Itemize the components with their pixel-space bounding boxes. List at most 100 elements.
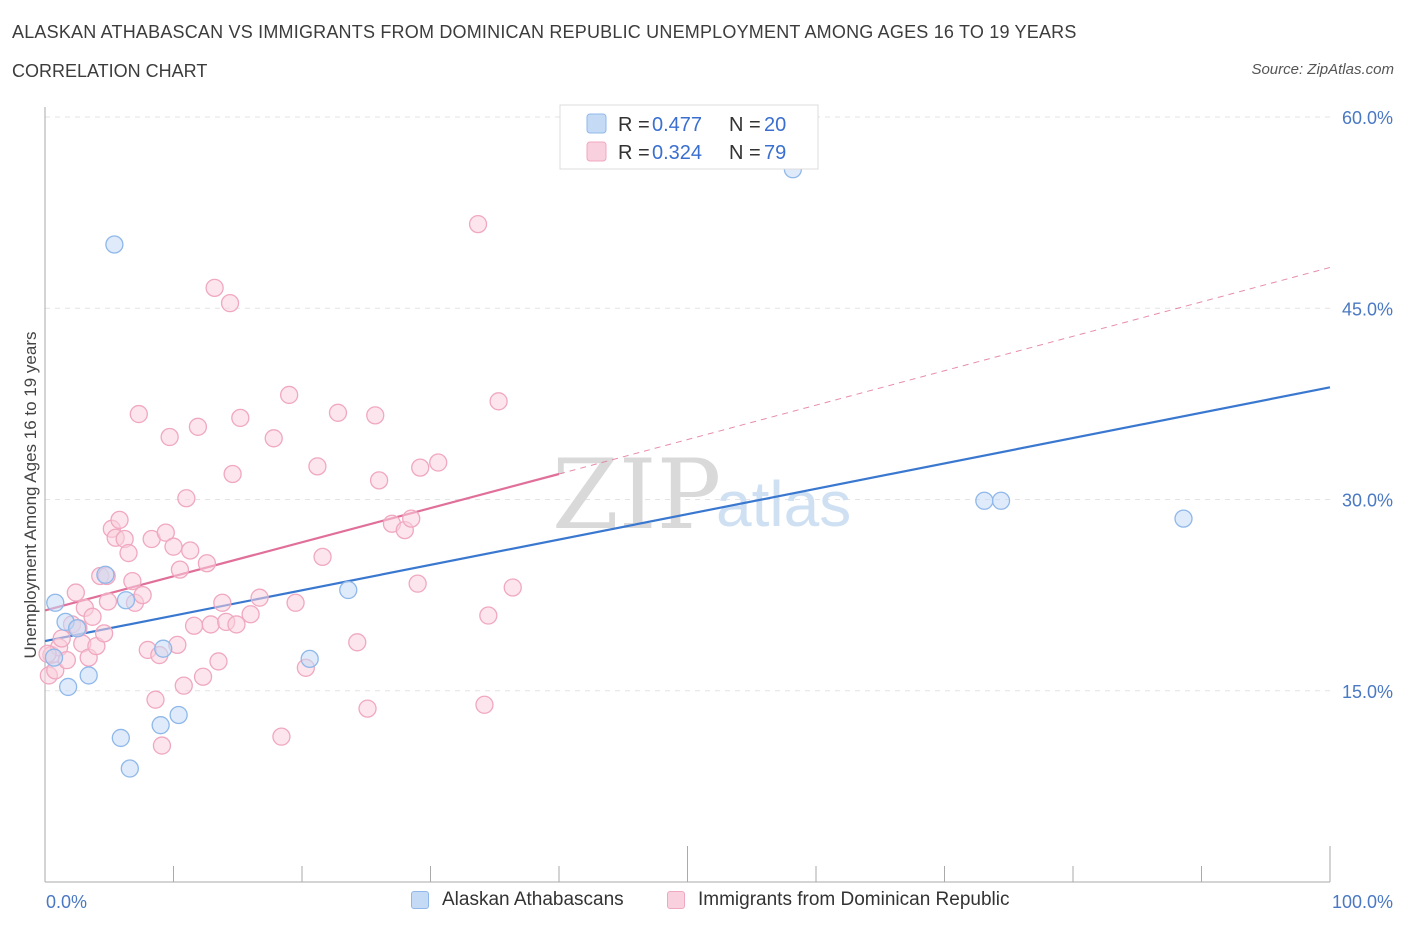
point-series1-41 bbox=[193, 667, 213, 686]
y-axis-label: Unemployment Among Ages 16 to 19 years bbox=[21, 332, 40, 659]
point-series1-72 bbox=[468, 214, 488, 234]
stats-legend: R = 0.477 N = 20 R = 0.324 N = 79 bbox=[559, 104, 819, 170]
point-series0-19 bbox=[1174, 509, 1193, 528]
legend-label-athabascan: Alaskan Athabascans bbox=[442, 889, 624, 910]
legend-swatch-athabascan-bottom bbox=[411, 891, 429, 909]
legend-r-value-2: 0.324 bbox=[652, 142, 702, 164]
point-series1-28 bbox=[146, 690, 165, 709]
point-series1-25 bbox=[133, 585, 152, 605]
point-series1-45 bbox=[209, 652, 228, 671]
point-series0-5 bbox=[67, 619, 87, 638]
point-series1-36 bbox=[174, 676, 193, 695]
point-series1-32 bbox=[160, 427, 179, 447]
legend-item-dominican: Immigrants from Dominican Republic bbox=[667, 889, 1010, 911]
x-tick-labels: 0.0% 100.0% bbox=[46, 892, 1393, 912]
point-series1-33 bbox=[164, 537, 183, 556]
point-series1-65 bbox=[369, 471, 389, 490]
point-series0-13 bbox=[120, 759, 139, 778]
point-series1-30 bbox=[152, 736, 172, 755]
point-series1-42 bbox=[197, 554, 217, 573]
point-series1-46 bbox=[213, 593, 232, 612]
watermark-zip: ZIP bbox=[552, 439, 721, 551]
point-series1-40 bbox=[188, 417, 208, 436]
point-series1-62 bbox=[348, 633, 367, 652]
x-tick-label-1: 100.0% bbox=[1332, 892, 1393, 912]
point-series1-70 bbox=[411, 458, 430, 477]
chart-subtitle: CORRELATION CHART bbox=[12, 61, 208, 81]
point-series1-35 bbox=[170, 560, 190, 579]
point-series1-22 bbox=[123, 571, 142, 591]
source-label: Source: ZipAtlas.com bbox=[1251, 61, 1394, 78]
legend-n-label-2: N = bbox=[729, 142, 761, 164]
y-tick-label-3: 60.0% bbox=[1342, 108, 1393, 128]
y-tick-label-2: 45.0% bbox=[1342, 299, 1393, 319]
point-series0-0 bbox=[46, 593, 65, 612]
point-series1-54 bbox=[264, 429, 283, 448]
point-series1-60 bbox=[313, 547, 332, 567]
point-series1-57 bbox=[286, 593, 305, 612]
point-series0-17 bbox=[975, 491, 994, 510]
point-series1-61 bbox=[328, 403, 348, 422]
point-series1-56 bbox=[279, 385, 299, 405]
point-series0-6 bbox=[44, 648, 64, 667]
point-series0-8 bbox=[58, 677, 78, 697]
point-series0-1 bbox=[105, 235, 124, 254]
legend-n-label-1: N = bbox=[729, 114, 761, 136]
point-series0-3 bbox=[116, 591, 136, 610]
point-series1-76 bbox=[503, 578, 522, 597]
point-series1-24 bbox=[129, 404, 148, 424]
data-points bbox=[38, 160, 1193, 778]
point-series0-18 bbox=[991, 491, 1011, 510]
watermark: ZIP atlas bbox=[552, 439, 851, 551]
point-series0-10 bbox=[111, 728, 130, 748]
y-tick-label-0: 15.0% bbox=[1342, 682, 1393, 702]
legend-n-value-1: 20 bbox=[764, 114, 786, 136]
point-series1-71 bbox=[429, 453, 448, 472]
legend-r-label-1: R = bbox=[618, 114, 650, 136]
point-series0-12 bbox=[169, 705, 188, 725]
point-series1-73 bbox=[475, 695, 494, 714]
point-series1-55 bbox=[272, 727, 291, 746]
point-series1-64 bbox=[366, 406, 385, 425]
point-series1-44 bbox=[205, 278, 224, 298]
y-tick-labels: 15.0% 30.0% 45.0% 60.0% bbox=[1342, 108, 1393, 702]
point-series1-38 bbox=[181, 541, 200, 560]
legend-swatch-dominican bbox=[586, 141, 607, 162]
series-legend: Alaskan Athabascans Immigrants from Domi… bbox=[0, 889, 1406, 917]
point-series1-52 bbox=[241, 605, 260, 624]
point-series1-37 bbox=[177, 489, 196, 508]
point-series1-49 bbox=[223, 464, 242, 484]
point-series1-48 bbox=[220, 293, 240, 313]
legend-swatch-dominican-bottom bbox=[667, 891, 685, 909]
x-tick-label-0: 0.0% bbox=[46, 892, 87, 912]
point-series1-21 bbox=[119, 543, 138, 563]
legend-label-dominican: Immigrants from Dominican Republic bbox=[698, 889, 1010, 910]
point-series0-14 bbox=[300, 649, 319, 669]
legend-item-athabascan: Alaskan Athabascans bbox=[411, 889, 624, 911]
point-series1-15 bbox=[94, 624, 114, 643]
point-series1-31 bbox=[156, 523, 175, 542]
point-series1-75 bbox=[489, 392, 508, 411]
legend-n-value-2: 79 bbox=[764, 142, 786, 164]
grid-lines bbox=[45, 116, 1330, 692]
y-tick-label-1: 30.0% bbox=[1342, 491, 1393, 511]
point-series1-69 bbox=[408, 574, 427, 593]
point-series1-16 bbox=[98, 592, 118, 611]
point-series1-50 bbox=[227, 615, 246, 634]
legend-r-value-1: 0.477 bbox=[652, 114, 702, 136]
point-series0-7 bbox=[79, 666, 98, 685]
point-series1-53 bbox=[250, 588, 269, 607]
legend-swatch-athabascan bbox=[586, 113, 607, 134]
point-series0-11 bbox=[151, 716, 170, 735]
trend-line-dashed-1 bbox=[558, 266, 1331, 475]
point-series1-39 bbox=[184, 616, 204, 635]
point-series0-15 bbox=[339, 580, 358, 600]
point-series1-19 bbox=[110, 510, 129, 530]
point-series1-4 bbox=[52, 629, 71, 648]
point-series1-43 bbox=[201, 615, 220, 634]
point-series0-2 bbox=[96, 565, 115, 584]
chart-title: ALASKAN ATHABASCAN VS IMMIGRANTS FROM DO… bbox=[12, 22, 1077, 42]
legend-r-label-2: R = bbox=[618, 142, 650, 164]
point-series1-7 bbox=[66, 583, 85, 602]
